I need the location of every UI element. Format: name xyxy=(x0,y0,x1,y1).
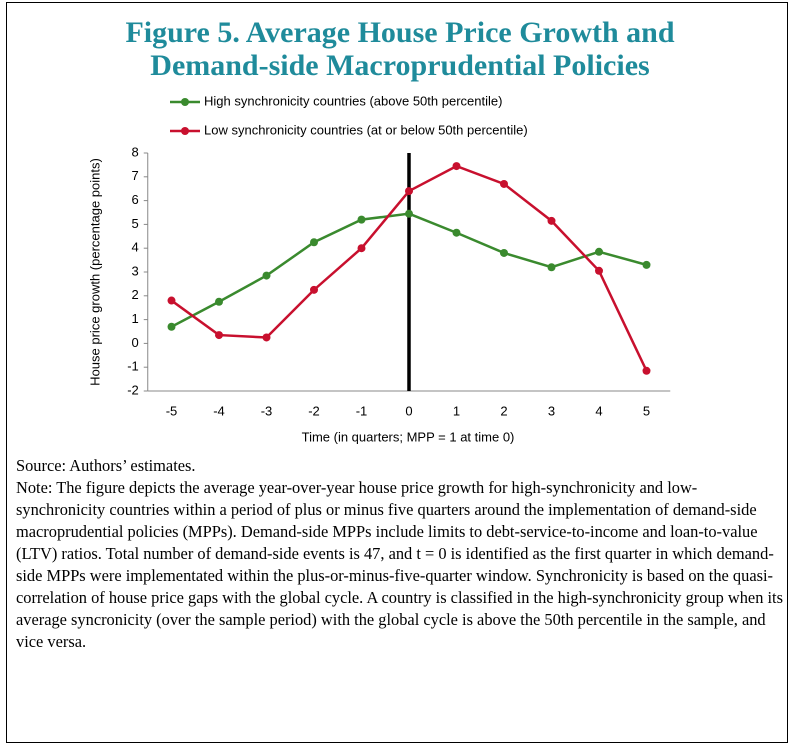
data-point xyxy=(357,215,366,224)
y-axis-label: House price growth (percentage points) xyxy=(87,158,102,386)
data-point xyxy=(167,322,176,331)
chart-title: Figure 5. Average House Price Growth and xyxy=(125,16,674,49)
note: Note: The figure depicts the average yea… xyxy=(16,478,783,651)
legend-label: High synchronicity countries (above 50th… xyxy=(204,93,502,108)
data-point xyxy=(405,187,413,196)
x-tick-label: 3 xyxy=(548,403,555,418)
data-point xyxy=(215,297,223,306)
data-point xyxy=(595,266,603,275)
y-tick-label: 6 xyxy=(132,192,139,207)
frame xyxy=(6,2,788,743)
data-point xyxy=(642,260,651,269)
x-tick-label: -3 xyxy=(261,403,273,418)
x-tick-label: 4 xyxy=(595,403,602,418)
data-point xyxy=(500,248,508,257)
data-point xyxy=(357,244,366,253)
data-point xyxy=(262,271,271,280)
x-tick-label: -5 xyxy=(166,403,178,418)
y-tick-label: -2 xyxy=(127,382,139,397)
y-tick-label: 3 xyxy=(132,263,139,278)
legend-marker xyxy=(181,127,189,135)
data-point xyxy=(310,285,318,294)
x-tick-label: 2 xyxy=(500,403,507,418)
y-tick-label: 0 xyxy=(132,335,139,350)
data-point xyxy=(405,209,413,218)
x-tick-label: 1 xyxy=(453,403,460,418)
source: Source: Authors’ estimates. xyxy=(16,456,196,475)
y-tick-label: 7 xyxy=(132,168,139,183)
data-point xyxy=(500,179,508,188)
data-point xyxy=(167,296,176,305)
x-tick-label: -4 xyxy=(213,403,225,418)
y-tick-label: 1 xyxy=(132,311,139,326)
y-tick-label: 2 xyxy=(132,287,139,302)
notes: Source: Authors’ estimates. Note: The fi… xyxy=(16,455,786,653)
y-tick-label: 4 xyxy=(132,240,139,255)
y-tick-label: -1 xyxy=(127,359,139,374)
data-point xyxy=(547,216,556,225)
y-tick-label: 8 xyxy=(132,144,139,159)
data-point xyxy=(310,238,318,247)
chart-title: Demand-side Macroprudential Policies xyxy=(150,49,649,82)
x-tick-label: 0 xyxy=(405,403,412,418)
legend-marker xyxy=(181,98,189,106)
data-point xyxy=(547,263,556,272)
legend-label: Low synchronicity countries (at or below… xyxy=(204,122,528,137)
data-point xyxy=(452,162,461,171)
x-tick-label: -2 xyxy=(308,403,320,418)
x-axis-label: Time (in quarters; MPP = 1 at time 0) xyxy=(302,429,515,444)
data-point xyxy=(452,228,461,237)
data-point xyxy=(215,331,223,340)
x-tick-label: -1 xyxy=(356,403,368,418)
data-point xyxy=(595,247,603,256)
y-tick-label: 5 xyxy=(132,216,139,231)
data-point xyxy=(262,333,271,342)
x-tick-label: 5 xyxy=(643,403,650,418)
data-point xyxy=(642,366,651,375)
